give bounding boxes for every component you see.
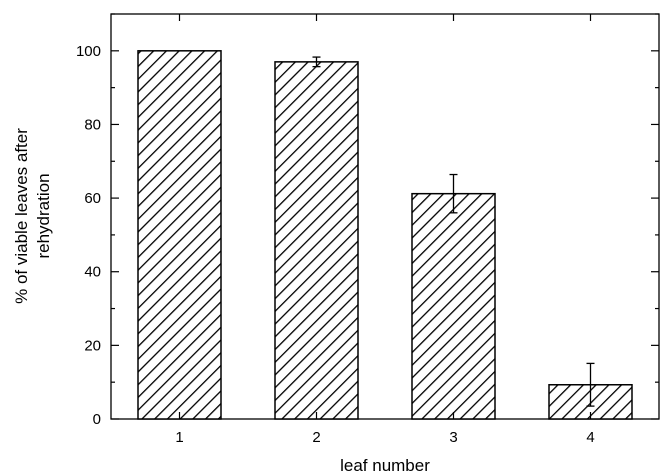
- bar-1: [137, 50, 222, 420]
- plot-frame: [110, 13, 660, 420]
- y-tick-label-100: 100: [76, 43, 101, 60]
- bars: [137, 50, 633, 420]
- error-bars: [312, 56, 595, 407]
- y-tick-label-60: 60: [84, 190, 101, 207]
- y-axis-title-line-2: rehydration: [34, 173, 53, 258]
- y-tick-label-40: 40: [84, 264, 101, 281]
- x-tick-label-4: 4: [586, 429, 594, 446]
- y-tick-label-20: 20: [84, 337, 101, 354]
- bar-2: [274, 61, 359, 420]
- bar-3: [411, 192, 496, 420]
- x-tick-label-2: 2: [312, 429, 320, 446]
- y-tick-label-80: 80: [84, 116, 101, 133]
- y-axis-title-line-1: % of viable leaves after: [12, 128, 31, 304]
- x-tick-label-1: 1: [175, 429, 183, 446]
- y-axis-title: % of viable leaves after rehydration: [12, 128, 53, 304]
- y-axis: 0 20 40 60 80 100: [76, 13, 659, 428]
- y-tick-label-0: 0: [93, 411, 101, 428]
- x-axis: 1 2 3 4: [175, 14, 595, 446]
- x-tick-label-3: 3: [449, 429, 457, 446]
- x-axis-title: leaf number: [340, 456, 430, 475]
